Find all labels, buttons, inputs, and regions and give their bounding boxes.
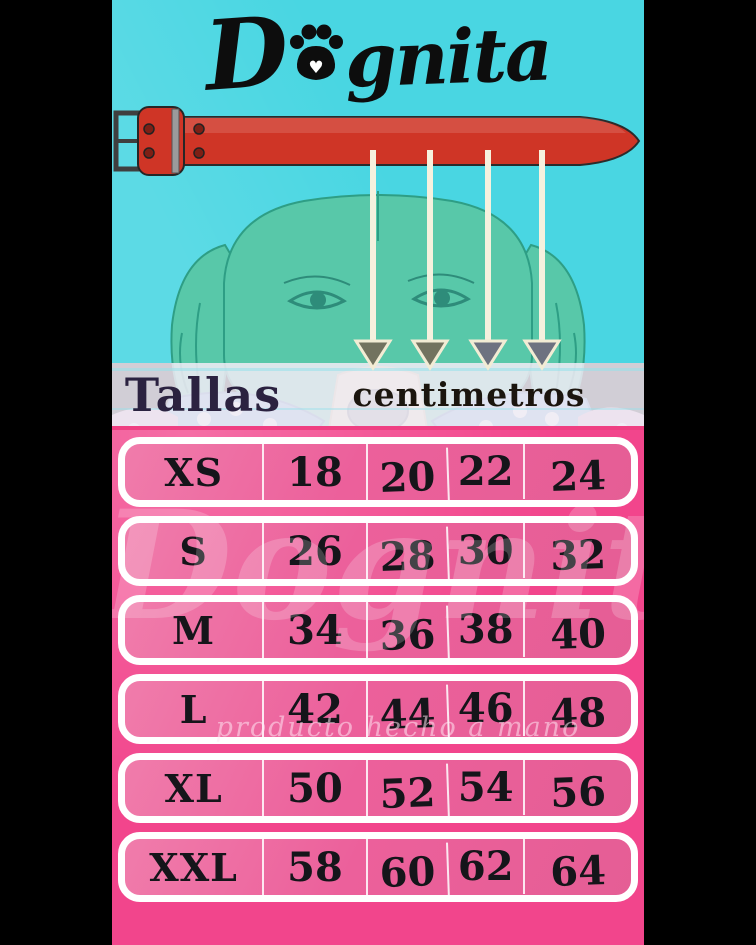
size-label: L: [125, 681, 265, 737]
size-value: 60: [366, 842, 450, 895]
size-value: 64: [549, 846, 607, 896]
down-arrow-icon: [410, 150, 450, 371]
table-row-xl: XL 50 52 54 56: [118, 753, 638, 823]
svg-text:♥: ♥: [308, 58, 323, 78]
size-label: M: [125, 602, 265, 658]
table-row-m: M 34 36 38 40: [118, 595, 638, 665]
size-label: S: [125, 523, 265, 579]
size-value: 36: [366, 605, 450, 658]
size-value: 38: [449, 602, 525, 657]
dog-collar-graphic: [113, 106, 641, 176]
size-value: 58: [264, 839, 368, 895]
table-row-l: L 42 44 46 48: [118, 674, 638, 744]
size-value: 54: [449, 760, 525, 815]
size-value: 20: [366, 447, 450, 500]
down-arrow-icon: [522, 150, 562, 371]
size-value: 40: [549, 609, 607, 659]
sizes-column-header: Tallas: [124, 367, 282, 422]
size-value: 24: [549, 451, 607, 501]
poster-content: D ♥ gnita Tallas centimetros XS 18 20 22: [112, 0, 644, 945]
table-header: Tallas centimetros: [112, 363, 644, 430]
size-table: XS 18 20 22 24 S 26 28 30 32 M 34 36 38 …: [112, 430, 644, 945]
size-label: XS: [125, 444, 265, 500]
table-row-xxl: XXL 58 60 62 64: [118, 832, 638, 902]
size-value: 62: [449, 839, 525, 894]
table-row-s: S 26 28 30 32: [118, 516, 638, 586]
size-value: 22: [449, 444, 525, 499]
size-value: 28: [366, 526, 450, 579]
size-value: 46: [449, 681, 525, 736]
size-value: 18: [264, 444, 368, 500]
size-value: 50: [264, 760, 368, 816]
size-value: 34: [264, 602, 368, 658]
size-value: 48: [549, 688, 607, 738]
size-value: 42: [264, 681, 368, 737]
size-value: 56: [549, 767, 607, 817]
size-label: XXL: [125, 839, 265, 895]
size-label: XL: [125, 760, 265, 816]
size-value: 32: [549, 530, 607, 580]
size-value: 44: [366, 684, 450, 737]
unit-column-header: centimetros: [352, 375, 586, 414]
size-value: 26: [264, 523, 368, 579]
down-arrow-icons: [353, 150, 562, 371]
down-arrow-icon: [468, 150, 508, 371]
size-value: 52: [366, 763, 450, 816]
size-value: 30: [449, 523, 525, 578]
brand-logo: D ♥ gnita: [112, 0, 644, 122]
paw-print-icon: ♥: [289, 24, 343, 80]
table-row-xs: XS 18 20 22 24: [118, 437, 638, 507]
down-arrow-icon: [353, 150, 393, 371]
